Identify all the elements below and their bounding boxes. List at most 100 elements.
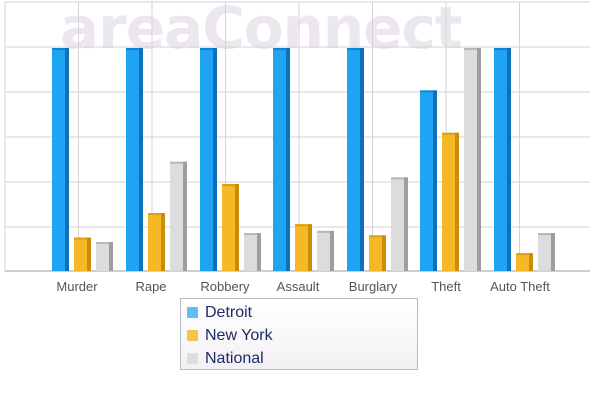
- bar-side: [507, 48, 511, 271]
- bar-new-york-auto-theft[interactable]: [516, 253, 533, 271]
- bar-face: [391, 177, 404, 271]
- bar-face: [52, 48, 65, 271]
- x-tick-label: Burglary: [349, 279, 398, 294]
- bar-new-york-assault[interactable]: [295, 224, 312, 271]
- legend-swatch-new-york: [187, 330, 198, 341]
- bar-new-york-theft[interactable]: [442, 132, 459, 271]
- bar-top: [369, 235, 386, 238]
- bar-national-assault[interactable]: [317, 230, 334, 271]
- legend: Detroit New York National: [180, 298, 418, 370]
- legend-item-detroit[interactable]: Detroit: [181, 301, 417, 324]
- bar-side: [382, 235, 386, 271]
- bar-top: [126, 48, 143, 50]
- bar-face: [96, 242, 109, 271]
- bar-side: [477, 48, 481, 271]
- bar-face: [148, 213, 161, 271]
- bar-face: [516, 253, 529, 271]
- bar-top: [317, 230, 334, 233]
- bar-face: [369, 235, 382, 271]
- bar-top: [295, 224, 312, 227]
- bar-top: [244, 233, 261, 236]
- x-tick-label: Assault: [277, 279, 320, 294]
- bar-national-robbery[interactable]: [244, 233, 261, 271]
- bar-top: [538, 233, 555, 236]
- x-tick-label: Auto Theft: [490, 279, 550, 294]
- bar-national-auto-theft[interactable]: [538, 233, 555, 271]
- bar-face: [295, 224, 308, 271]
- bar-national-burglary[interactable]: [391, 177, 408, 271]
- legend-label-new-york: New York: [205, 326, 273, 344]
- bar-top: [391, 177, 408, 180]
- bar-face: [222, 184, 235, 271]
- bar-side: [551, 233, 555, 271]
- bar-face: [317, 230, 330, 271]
- bar-side: [330, 230, 334, 271]
- bar-new-york-murder[interactable]: [74, 237, 91, 271]
- bar-face: [170, 161, 183, 271]
- bar-side: [235, 184, 239, 271]
- legend-label-detroit: Detroit: [205, 303, 253, 321]
- bar-detroit-theft[interactable]: [420, 90, 437, 272]
- bar-top: [200, 48, 217, 50]
- bar-side: [161, 213, 165, 271]
- bar-face: [464, 48, 477, 271]
- bar-face: [347, 48, 360, 271]
- bar-face: [200, 48, 213, 271]
- bar-layer: [52, 48, 555, 272]
- bar-side: [360, 48, 364, 271]
- bar-detroit-robbery[interactable]: [200, 48, 217, 271]
- bar-side: [87, 237, 91, 271]
- bar-top: [96, 242, 113, 245]
- bar-top: [222, 184, 239, 187]
- bar-detroit-assault[interactable]: [273, 48, 290, 271]
- bar-top: [494, 48, 511, 50]
- bar-top: [442, 132, 459, 135]
- bar-side: [433, 90, 437, 272]
- bar-detroit-auto-theft[interactable]: [494, 48, 511, 271]
- bar-side: [257, 233, 261, 271]
- bar-national-murder[interactable]: [96, 242, 113, 271]
- legend-item-national[interactable]: National: [181, 347, 417, 370]
- bar-national-theft[interactable]: [464, 48, 481, 271]
- bar-top: [464, 48, 481, 50]
- x-tick-label: Rape: [135, 279, 166, 294]
- bar-top: [52, 48, 69, 50]
- bar-side: [308, 224, 312, 271]
- bar-top: [347, 48, 364, 50]
- legend-swatch-detroit: [187, 307, 198, 318]
- bar-top: [170, 161, 187, 164]
- bar-face: [74, 237, 87, 271]
- bar-top: [420, 90, 437, 93]
- bar-new-york-robbery[interactable]: [222, 184, 239, 271]
- bar-new-york-rape[interactable]: [148, 213, 165, 271]
- bar-side: [404, 177, 408, 271]
- legend-swatch-national: [187, 353, 198, 364]
- bar-top: [273, 48, 290, 50]
- bar-national-rape[interactable]: [170, 161, 187, 271]
- bar-top: [74, 237, 91, 240]
- bar-detroit-murder[interactable]: [52, 48, 69, 271]
- bar-face: [494, 48, 507, 271]
- bar-side: [139, 48, 143, 271]
- bar-side: [286, 48, 290, 271]
- bar-face: [273, 48, 286, 271]
- category-labels: Murder Rape Robbery Assault Burglary Theft Aut…: [56, 279, 550, 294]
- bar-detroit-rape[interactable]: [126, 48, 143, 271]
- bar-new-york-burglary[interactable]: [369, 235, 386, 271]
- bar-detroit-burglary[interactable]: [347, 48, 364, 271]
- bar-face: [442, 132, 455, 271]
- bar-side: [529, 253, 533, 271]
- x-tick-label: Murder: [56, 279, 98, 294]
- bar-side: [183, 161, 187, 271]
- legend-item-new-york[interactable]: New York: [181, 324, 417, 347]
- bar-side: [213, 48, 217, 271]
- bar-face: [244, 233, 257, 271]
- bar-top: [516, 253, 533, 256]
- bar-side: [455, 132, 459, 271]
- x-tick-label: Robbery: [200, 279, 250, 294]
- bar-top: [148, 213, 165, 216]
- bar-side: [65, 48, 69, 271]
- bar-face: [538, 233, 551, 271]
- bar-face: [126, 48, 139, 271]
